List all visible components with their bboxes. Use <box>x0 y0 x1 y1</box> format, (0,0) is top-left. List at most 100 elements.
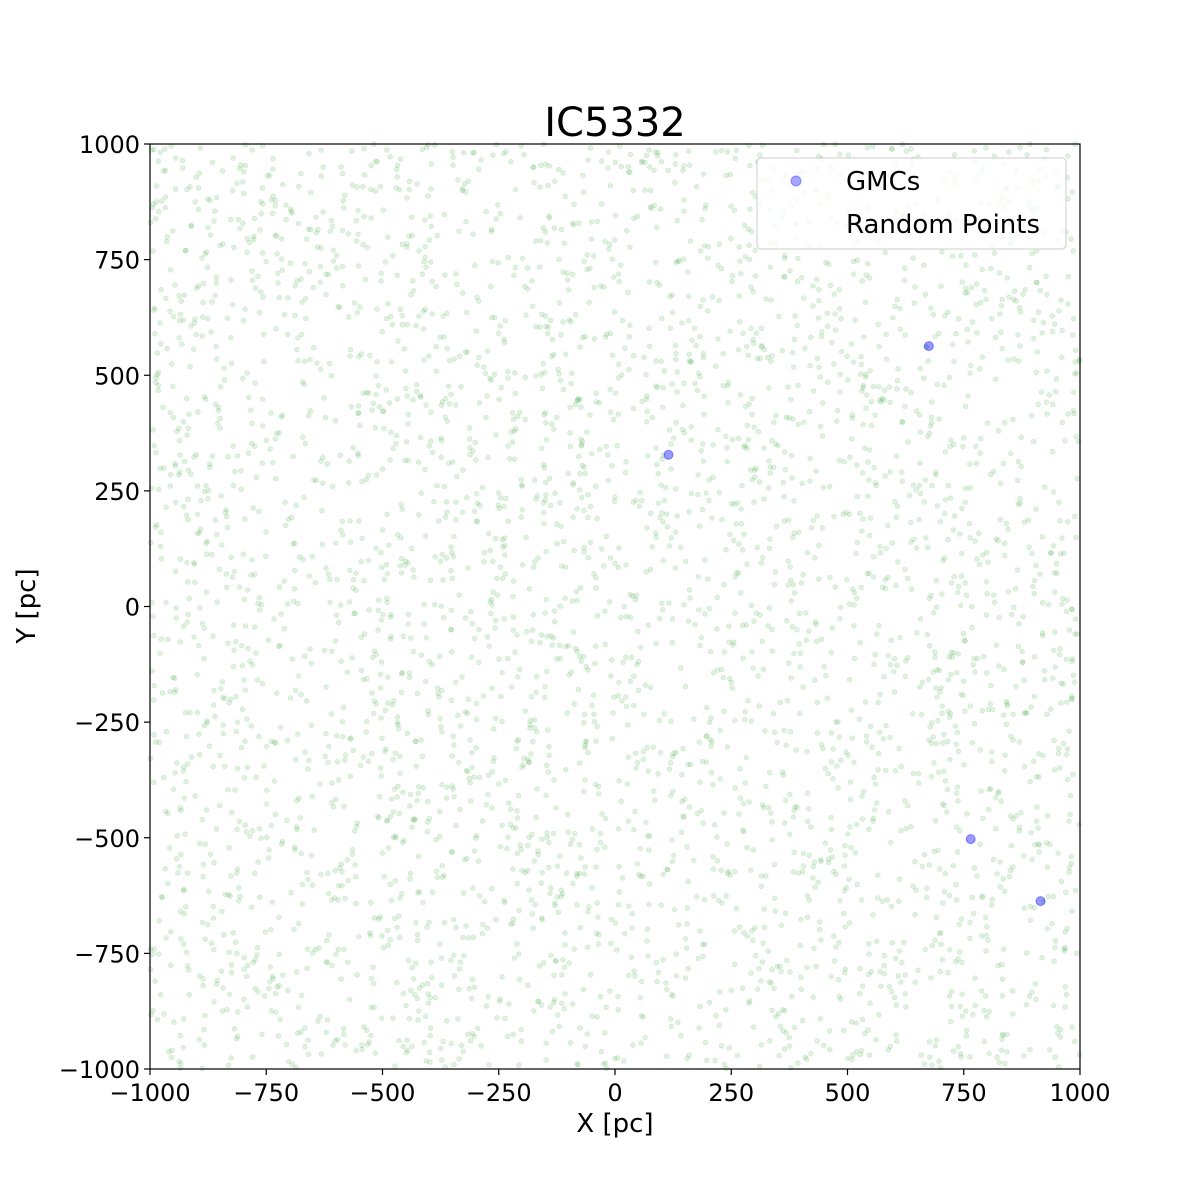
random-point <box>979 354 985 361</box>
random-point <box>1012 585 1019 592</box>
random-point <box>173 568 179 575</box>
random-point <box>436 833 443 840</box>
random-point <box>854 257 861 264</box>
random-point <box>448 648 455 655</box>
random-point <box>441 872 448 879</box>
random-point <box>350 585 357 591</box>
random-point <box>722 433 729 440</box>
random-point <box>176 863 183 870</box>
random-point <box>571 946 577 952</box>
random-point <box>277 724 284 731</box>
random-point <box>832 584 839 590</box>
random-point <box>304 869 310 876</box>
random-point <box>276 951 283 958</box>
random-point <box>570 514 576 520</box>
random-point <box>355 933 362 940</box>
random-point <box>438 603 445 609</box>
random-point <box>466 985 472 992</box>
random-point <box>395 725 402 732</box>
random-point <box>638 497 645 504</box>
random-point <box>602 815 609 822</box>
random-point <box>637 845 643 852</box>
random-point <box>834 407 841 414</box>
random-point <box>687 595 693 601</box>
random-point <box>399 506 406 513</box>
random-point <box>849 735 856 741</box>
random-point <box>506 456 513 462</box>
random-point <box>969 739 976 746</box>
random-point <box>894 377 901 384</box>
random-point <box>929 942 936 949</box>
random-point <box>444 310 450 317</box>
random-point <box>495 502 502 509</box>
random-point <box>302 295 309 302</box>
random-point <box>858 897 865 903</box>
random-point <box>240 179 246 185</box>
random-point <box>680 814 687 820</box>
random-point <box>429 661 436 668</box>
random-point <box>404 730 411 737</box>
random-point <box>844 831 851 837</box>
random-point <box>581 788 587 795</box>
random-point <box>736 924 743 931</box>
random-point <box>382 707 389 714</box>
random-point <box>156 918 163 924</box>
random-point <box>420 308 427 315</box>
random-point <box>488 283 494 290</box>
random-point <box>963 592 970 599</box>
random-point <box>653 224 660 231</box>
random-point <box>1071 1038 1078 1045</box>
random-point <box>253 650 259 656</box>
random-point <box>298 691 304 698</box>
random-point <box>584 1031 590 1037</box>
random-point <box>1050 489 1057 495</box>
random-point <box>996 663 1002 669</box>
random-point <box>936 688 943 695</box>
random-point <box>476 502 483 509</box>
random-point <box>491 754 497 761</box>
random-point <box>1016 343 1023 349</box>
random-point <box>797 664 803 670</box>
random-point <box>350 444 356 451</box>
random-point <box>931 759 937 766</box>
random-point <box>266 846 272 853</box>
random-point <box>265 855 272 861</box>
random-point <box>856 716 863 723</box>
random-point <box>670 993 676 999</box>
random-point <box>432 553 439 560</box>
random-point <box>202 936 209 943</box>
random-point <box>203 807 210 813</box>
random-point <box>323 684 330 690</box>
random-point <box>609 462 615 469</box>
random-point <box>659 606 666 613</box>
random-point <box>470 934 477 941</box>
random-point <box>715 426 721 433</box>
random-point <box>557 377 564 384</box>
random-point <box>546 743 552 750</box>
random-point <box>731 868 738 875</box>
random-point <box>173 605 180 611</box>
random-point <box>887 469 893 475</box>
random-point <box>320 164 327 171</box>
random-point <box>1015 358 1022 364</box>
random-point <box>157 650 163 657</box>
random-point <box>932 469 939 476</box>
random-point <box>1019 648 1025 655</box>
random-point <box>150 248 156 254</box>
random-point <box>152 524 159 530</box>
random-point <box>299 434 306 441</box>
random-point <box>680 167 686 174</box>
random-point <box>581 258 587 265</box>
random-point <box>775 1010 782 1017</box>
random-point <box>386 400 393 406</box>
random-point <box>502 1015 508 1022</box>
random-point <box>492 535 499 542</box>
random-point <box>627 678 634 684</box>
random-point <box>681 796 688 803</box>
random-point <box>873 482 879 489</box>
random-point <box>1010 604 1017 611</box>
random-point <box>1021 905 1027 912</box>
random-point <box>212 401 219 408</box>
random-point <box>471 262 478 269</box>
random-point <box>692 621 698 628</box>
